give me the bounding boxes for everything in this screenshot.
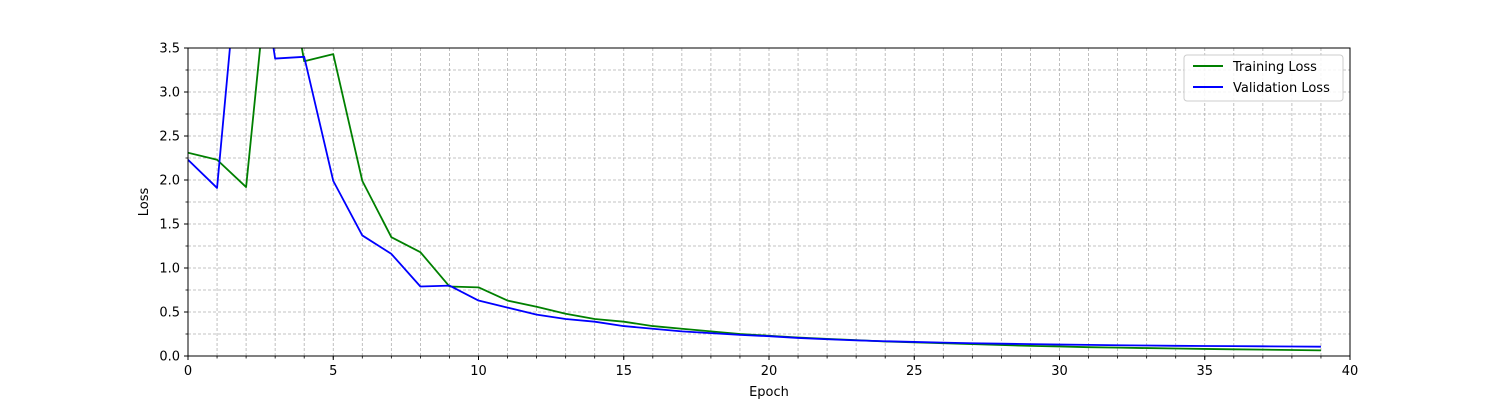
y-tick-label: 2.0 (159, 174, 180, 189)
validation-loss-line (188, 48, 1321, 348)
y-tick-label: 0.5 (159, 306, 180, 321)
x-tick-label: 0 (184, 364, 192, 379)
grid-lines (188, 48, 1350, 356)
y-tick-label: 0.0 (159, 350, 180, 365)
y-tick-label: 1.5 (159, 218, 180, 233)
x-tick-label: 20 (761, 364, 778, 379)
x-tick-label: 35 (1196, 364, 1213, 379)
legend: Training Loss Validation Loss (1183, 54, 1344, 102)
x-tick-label: 30 (1051, 364, 1068, 379)
x-tick-label: 40 (1342, 364, 1359, 379)
y-tick-label: 1.0 (159, 262, 180, 277)
x-tick-label: 25 (906, 364, 923, 379)
axis-ticks: 0 5 10 15 20 25 30 35 40 0.0 0.5 1.0 1.5 2.0 2.5 3.0 3.5 (159, 42, 1358, 380)
legend-label-training: Training Loss (1232, 60, 1317, 75)
y-tick-label: 2.5 (159, 130, 180, 145)
x-axis-label: Epoch (749, 385, 789, 400)
y-axis-label: Loss (137, 188, 152, 217)
y-tick-label: 3.0 (159, 86, 180, 101)
y-tick-label: 3.5 (159, 42, 180, 57)
x-tick-label: 5 (329, 364, 337, 379)
legend-box (1183, 54, 1344, 102)
x-tick-label: 10 (470, 364, 487, 379)
legend-label-validation: Validation Loss (1233, 81, 1330, 96)
x-tick-label: 15 (615, 364, 632, 379)
series-lines (188, 48, 1321, 352)
